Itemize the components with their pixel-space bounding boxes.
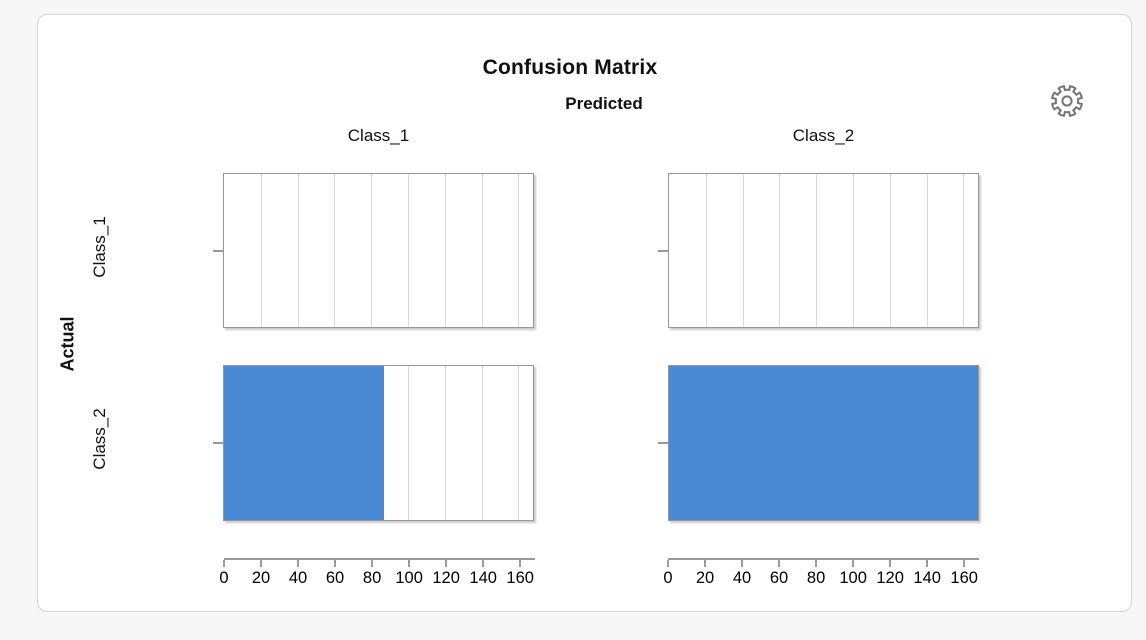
row-header-class2: Class_2 (90, 408, 109, 470)
column-header-class1: Class_1 (347, 126, 410, 145)
x-axis-tick (408, 560, 411, 567)
settings-button[interactable] (1048, 82, 1086, 120)
x-axis-tick (889, 560, 892, 567)
gridline (481, 174, 483, 327)
gridline (444, 174, 446, 327)
gridline (297, 174, 299, 327)
x-tick-label: 40 (732, 569, 752, 587)
y-axis-tick (213, 442, 223, 444)
count-bar (224, 366, 385, 520)
x-tick-label: 80 (362, 569, 382, 587)
facet-column-title: Predicted (565, 94, 643, 113)
x-axis-tick (963, 560, 966, 567)
gridline (889, 174, 891, 327)
confusion-cell-actual2-pred1 (213, 365, 534, 521)
confusion-cell-actual1-pred2 (658, 173, 979, 328)
x-tick-label: 100 (395, 569, 423, 587)
gridline (407, 174, 409, 327)
x-axis-tick (445, 560, 448, 567)
x-tick-label: 20 (251, 569, 271, 587)
x-tick-label: 60 (325, 569, 345, 587)
gridline (334, 174, 336, 327)
gridline (518, 366, 520, 520)
gridline (779, 174, 781, 327)
gridline (852, 174, 854, 327)
x-axis-tick (223, 560, 225, 567)
x-tick-label: 40 (288, 569, 308, 587)
confusion-cell-actual2-pred2 (658, 365, 979, 521)
gear-icon (1051, 85, 1083, 117)
gridline (816, 174, 818, 327)
x-axis-tick (667, 560, 669, 567)
gridline (705, 174, 707, 327)
gridline (444, 366, 446, 520)
x-tick-label: 160 (950, 569, 978, 587)
x-axis-tick (260, 560, 263, 567)
x-tick-label: 0 (663, 569, 673, 587)
x-axis-tick (297, 560, 300, 567)
column-header-class2: Class_2 (792, 126, 855, 145)
gridline (371, 174, 373, 327)
gridline (742, 174, 744, 327)
x-tick-label: 20 (695, 569, 715, 587)
x-axis-tick (778, 560, 781, 567)
x-axis-tick (334, 560, 337, 567)
x-axis-line (668, 558, 979, 560)
y-axis-tick (658, 442, 668, 444)
x-axis-tick (741, 560, 744, 567)
x-tick-label: 120 (432, 569, 460, 587)
plot-card: Confusion Matrix Predicted Class_1 Class… (37, 14, 1132, 612)
x-tick-label: 0 (219, 569, 229, 587)
y-axis-title: Actual (57, 316, 78, 372)
x-tick-label: 140 (469, 569, 497, 587)
gridline (260, 174, 262, 327)
x-tick-label: 60 (769, 569, 789, 587)
gridline (518, 174, 520, 327)
x-axis-tick (371, 560, 374, 567)
gridline (926, 174, 928, 327)
confusion-cell-actual1-pred1 (213, 173, 534, 328)
x-axis-tick (519, 560, 522, 567)
x-tick-label: 80 (806, 569, 826, 587)
gridline (481, 366, 483, 520)
x-axis-tick (704, 560, 707, 567)
y-axis-tick (213, 249, 223, 252)
x-tick-label: 100 (839, 569, 867, 587)
row-header-class1: Class_1 (90, 216, 109, 278)
x-axis-tick (482, 560, 485, 567)
y-axis-tick (658, 249, 668, 252)
chart-title: Confusion Matrix (482, 56, 658, 79)
gridline (407, 366, 409, 520)
x-axis-tick (815, 560, 818, 567)
x-tick-label: 120 (876, 569, 904, 587)
x-axis-left: 0 20 40 60 80 100 120 140 160 (219, 558, 535, 598)
x-axis-tick (926, 560, 929, 567)
x-tick-label: 160 (506, 569, 534, 587)
x-axis-tick (852, 560, 855, 567)
x-axis-right: 0 20 40 60 80 100 120 140 160 (663, 558, 979, 598)
x-axis-line (224, 558, 535, 560)
count-bar (669, 366, 978, 520)
x-tick-label: 140 (913, 569, 941, 587)
gridline (963, 174, 965, 327)
